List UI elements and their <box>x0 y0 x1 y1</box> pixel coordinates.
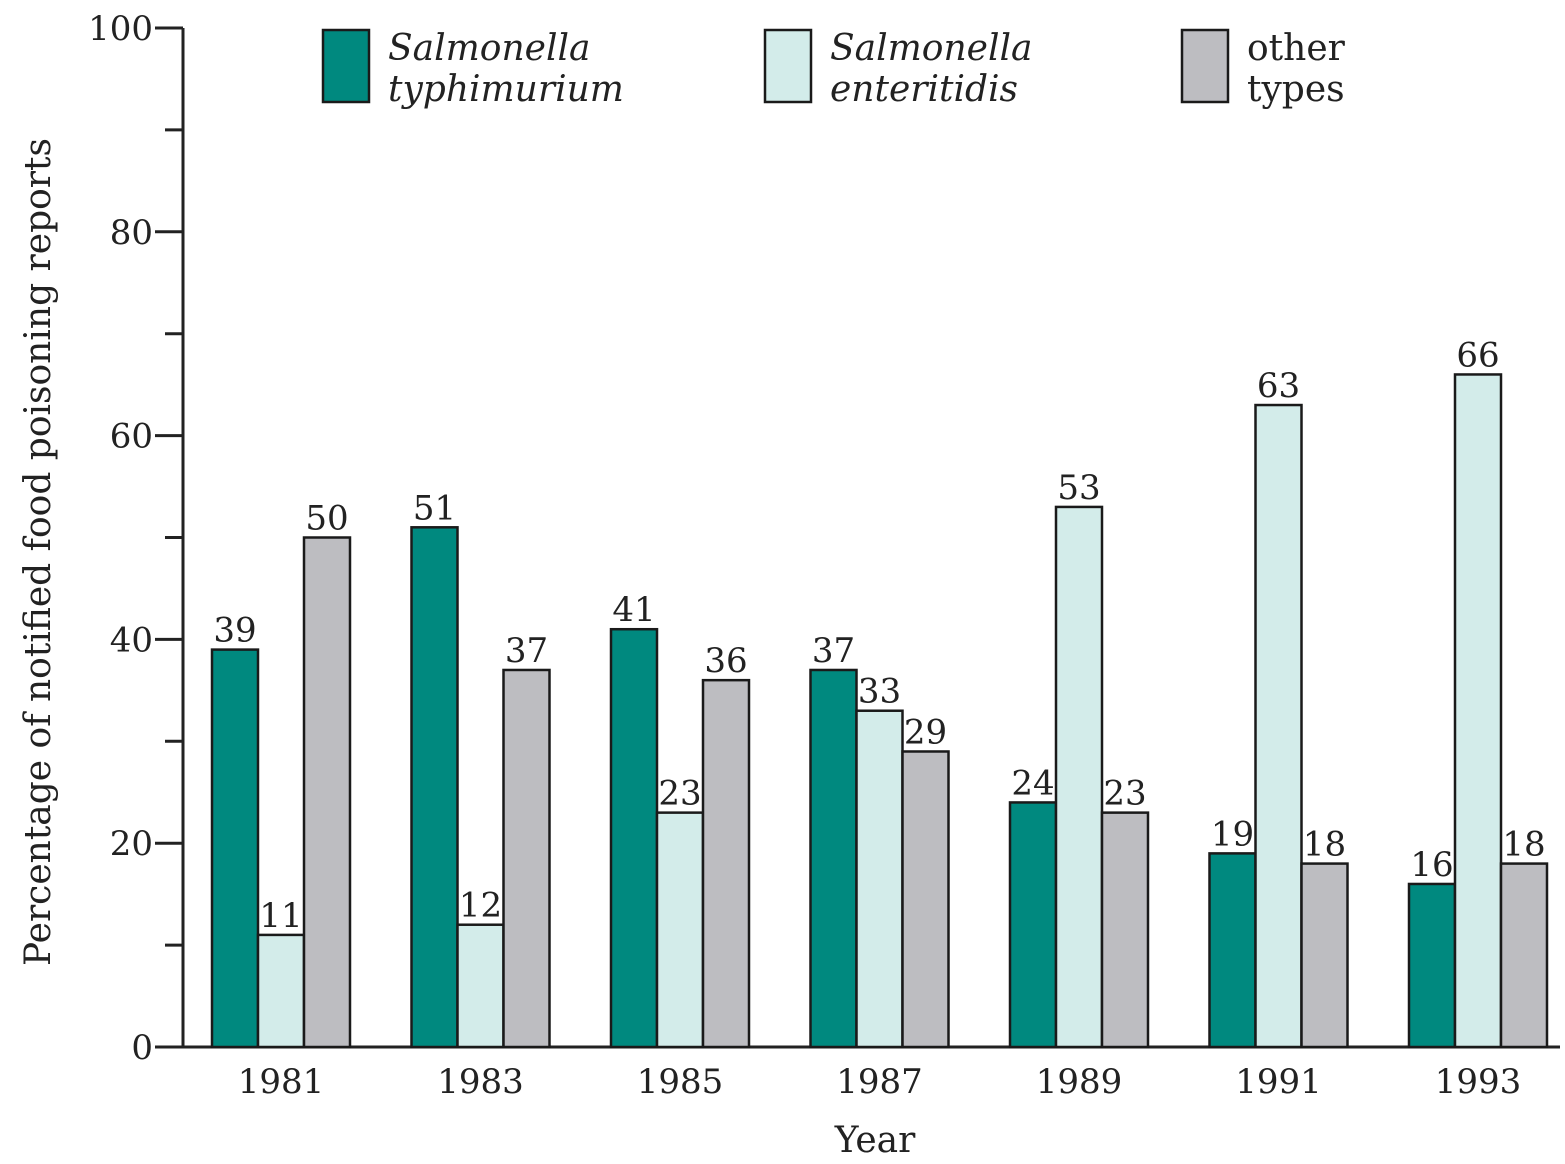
data-label: 18 <box>1502 825 1545 865</box>
data-label: 39 <box>213 611 256 651</box>
data-label: 29 <box>904 712 947 752</box>
data-label: 19 <box>1211 814 1254 854</box>
data-label: 41 <box>612 590 655 630</box>
bar <box>1054 505 1104 1049</box>
legend-swatch <box>1180 28 1230 104</box>
data-label: 37 <box>505 631 548 671</box>
legend-label: typhimurium <box>388 69 624 110</box>
data-label: 50 <box>305 499 348 539</box>
bar <box>302 536 352 1049</box>
x-tick-label: 1983 <box>437 1062 524 1102</box>
legend-label: other <box>1247 28 1346 69</box>
bar <box>210 648 260 1049</box>
axes: 0 20 40 60 80 100 1981 1983 1985 1987 1989 1991 1993 <box>88 9 1560 1102</box>
bars <box>210 373 1549 1049</box>
x-tick-label: 1993 <box>1435 1062 1522 1102</box>
legend-label: enteritidis <box>830 69 1018 110</box>
legend-label: Salmonella <box>388 28 590 69</box>
y-tick-label: 0 <box>131 1028 153 1068</box>
x-tick-label: 1985 <box>637 1062 724 1102</box>
y-tick-label: 20 <box>110 824 153 864</box>
bar <box>1407 882 1457 1049</box>
legend-label: types <box>1247 69 1345 110</box>
bar <box>1499 862 1549 1049</box>
bar <box>256 933 306 1049</box>
data-label: 51 <box>413 488 456 528</box>
data-label: 63 <box>1257 366 1300 406</box>
legend-swatch <box>763 28 813 104</box>
data-label: 16 <box>1410 845 1453 885</box>
data-label: 53 <box>1057 468 1100 508</box>
data-label: 11 <box>259 896 302 936</box>
x-tick-label: 1991 <box>1235 1062 1322 1102</box>
bar <box>1208 852 1257 1049</box>
data-label: 23 <box>658 774 701 814</box>
y-axis-title: Percentage of notified food poisoning re… <box>18 138 59 966</box>
legend: SalmonellatyphimuriumSalmonellaenteritid… <box>321 28 1346 110</box>
bar <box>855 709 904 1049</box>
bar <box>1300 862 1349 1049</box>
y-tick-label: 40 <box>110 620 153 660</box>
data-label: 37 <box>812 631 855 671</box>
bar <box>809 668 858 1049</box>
legend-swatch <box>321 28 371 104</box>
y-tick-label: 80 <box>110 213 153 253</box>
y-tick-label: 100 <box>88 9 153 49</box>
bar <box>1100 811 1150 1049</box>
y-tick-label: 60 <box>110 417 153 457</box>
data-label: 36 <box>704 641 747 681</box>
bar <box>410 526 459 1049</box>
data-label: 66 <box>1456 335 1499 375</box>
bar <box>1254 403 1303 1049</box>
data-label: 18 <box>1303 825 1346 865</box>
bar <box>1453 373 1503 1049</box>
bar <box>1008 801 1058 1049</box>
x-tick-label: 1989 <box>1036 1062 1123 1102</box>
x-axis-title: Year <box>834 1120 916 1161</box>
x-tick-label: 1987 <box>836 1062 923 1102</box>
bar <box>655 811 705 1049</box>
bar <box>456 923 505 1049</box>
bar <box>502 668 551 1049</box>
x-tick-label: 1981 <box>238 1062 325 1102</box>
data-label: 23 <box>1103 774 1146 814</box>
data-label: 33 <box>858 672 901 712</box>
bar <box>609 627 659 1049</box>
data-label: 24 <box>1011 763 1054 803</box>
bar <box>701 678 751 1049</box>
bar <box>901 750 950 1049</box>
legend-label: Salmonella <box>830 28 1032 69</box>
data-label: 12 <box>459 886 502 926</box>
